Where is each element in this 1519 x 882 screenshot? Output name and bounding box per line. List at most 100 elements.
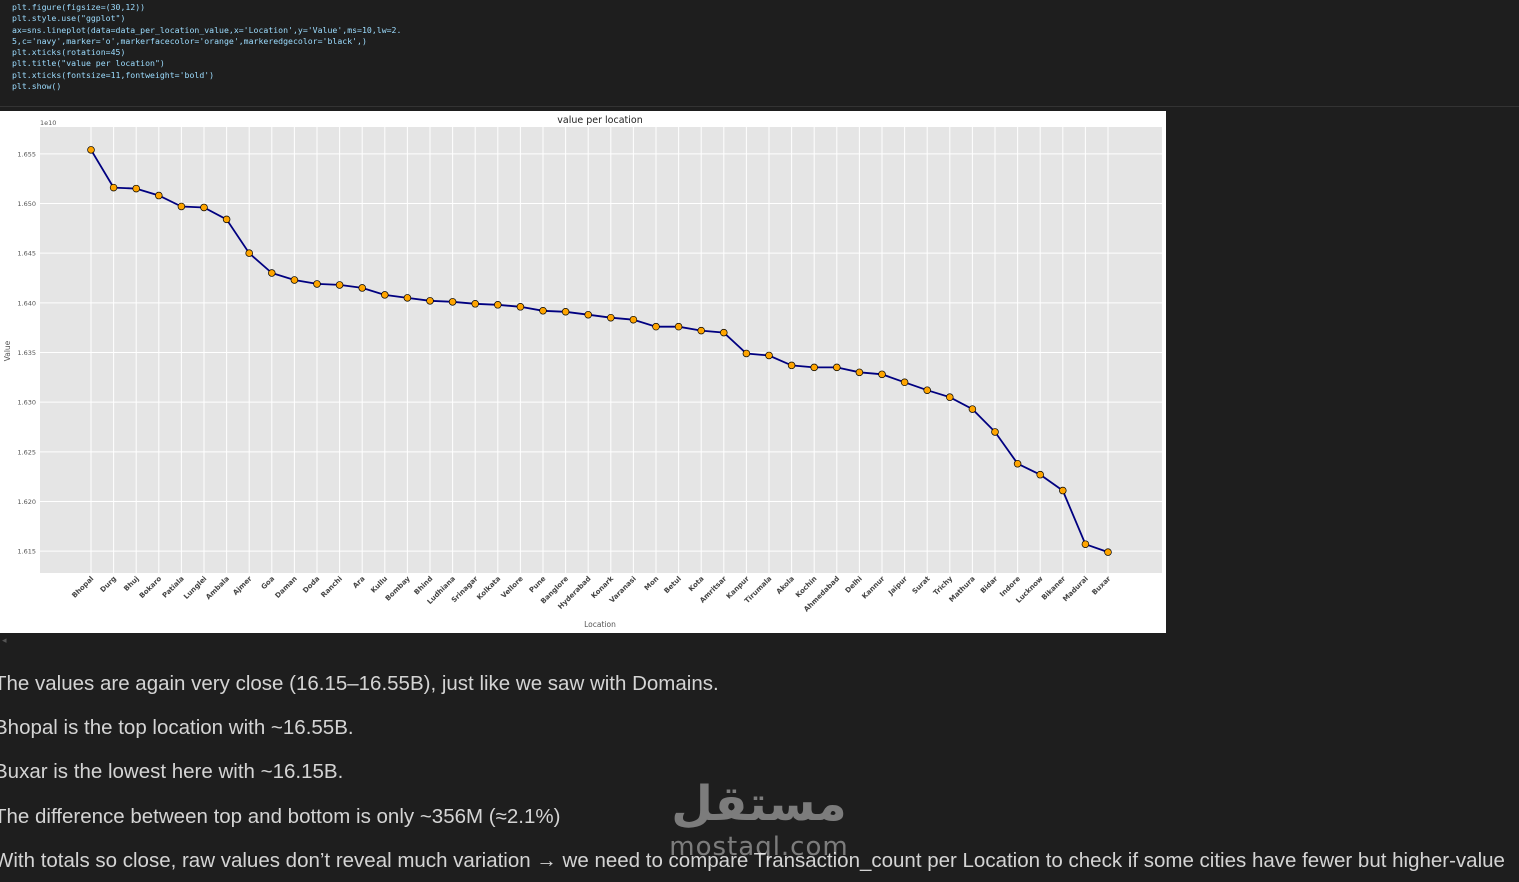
y-tick-label: 1.630 <box>17 399 36 407</box>
y-tick-label: 1.650 <box>17 200 36 208</box>
data-point <box>1081 540 1090 548</box>
y-tick-label: 1.615 <box>17 548 36 556</box>
data-point <box>335 281 344 289</box>
x-tick-label: Kullu <box>369 575 389 595</box>
data-point <box>629 315 638 324</box>
x-tick-label: Akola <box>775 575 796 596</box>
x-tick-label: Bhuj <box>122 575 140 593</box>
scroll-left-arrow[interactable]: ◂ <box>2 636 7 646</box>
grid-lines <box>40 127 1162 573</box>
chart-title: value per location <box>557 115 642 126</box>
note-line: The difference between top and bottom is… <box>0 805 561 828</box>
data-point <box>810 363 818 372</box>
x-tick-label: Durg <box>99 575 118 594</box>
data-point <box>132 184 140 193</box>
data-point <box>245 249 253 257</box>
code-line: 5,c='navy',marker='o',markerfacecolor='o… <box>12 35 367 46</box>
data-point <box>313 280 321 288</box>
y-tick-label: 1.635 <box>17 349 36 357</box>
data-point <box>109 183 118 192</box>
data-point <box>720 328 728 337</box>
x-tick-label: Goa <box>260 575 277 592</box>
x-tick-label: Doda <box>301 575 321 595</box>
data-point <box>968 405 977 413</box>
code-line: plt.xticks(rotation=45) <box>12 47 126 58</box>
data-point <box>290 276 299 284</box>
data-point <box>923 386 931 394</box>
note-line: With totals so close, raw values don’t r… <box>0 849 1505 872</box>
data-point <box>674 322 683 331</box>
watermark-logo: مستقل mostaql.com <box>666 776 852 866</box>
plot-panel <box>40 127 1162 573</box>
series-line <box>90 149 1109 553</box>
y-tick-label: 1.655 <box>17 150 36 158</box>
data-point <box>833 363 841 372</box>
data-point <box>448 298 457 306</box>
data-point <box>855 368 864 377</box>
data-point <box>900 378 909 387</box>
data-point <box>991 428 999 436</box>
x-tick-label: Ara <box>351 575 366 590</box>
code-line: plt.title("value per location") <box>12 58 165 69</box>
code-line: plt.style.use("ggplot") <box>12 13 126 24</box>
x-tick-label: Buxar <box>1090 574 1112 596</box>
data-point <box>426 297 434 305</box>
data-point <box>87 146 95 154</box>
x-tick-label: Kolkata <box>475 575 502 602</box>
x-tick-label: Betul <box>663 575 683 595</box>
x-tick-label: Daman <box>274 575 299 600</box>
data-point <box>765 351 773 360</box>
data-point <box>358 284 366 292</box>
code-line: plt.figure(figsize=(30,12)) <box>12 2 146 12</box>
data-point <box>155 191 163 200</box>
data-point <box>1059 486 1067 495</box>
code-editor[interactable]: plt.figure(figsize=(30,12)) plt.style.use… <box>12 2 401 92</box>
x-tick-label: Ajmer <box>231 574 254 597</box>
data-point <box>1036 470 1044 479</box>
x-tick-label: Bhopal <box>70 575 95 600</box>
x-tick-label: Vellore <box>500 575 525 600</box>
note-line: Bhopal is the top location with ~16.55B. <box>0 716 354 739</box>
data-point <box>494 301 502 309</box>
data-point <box>878 370 886 379</box>
data-point <box>561 308 570 316</box>
data-point <box>946 393 954 401</box>
data-point <box>652 322 660 331</box>
code-line: ax=sns.lineplot(data=data_per_location_v… <box>12 24 402 35</box>
code-line: plt.show() <box>12 81 62 92</box>
note-line: Buxar is the lowest here with ~16.15B. <box>0 760 344 783</box>
y-tick-label: 1.620 <box>17 498 36 506</box>
x-tick-label: Pune <box>528 575 548 595</box>
data-point <box>1104 548 1112 556</box>
x-tick-label: Bokaro <box>138 575 163 600</box>
code-line: plt.xticks(fontsize=11,fontweight='bold'… <box>12 69 215 80</box>
note-line: The values are again very close (16.15–1… <box>0 672 719 695</box>
x-tick-label: Mon <box>643 575 661 593</box>
x-tick-label: Surat <box>911 574 932 595</box>
data-point <box>607 313 615 322</box>
y-offset-label: 1e10 <box>40 119 56 127</box>
watermark-latin: mostaql.com <box>669 832 849 862</box>
x-tick-label: Delhi <box>844 575 864 595</box>
data-point <box>697 326 705 335</box>
x-tick-label: Kannur <box>861 574 887 600</box>
data-point <box>200 203 208 212</box>
x-tick-label: Jaipur <box>886 574 909 597</box>
y-tick-label: 1.640 <box>17 299 36 307</box>
data-point <box>403 294 412 302</box>
line-chart: 1.615 1.620 1.625 1.630 1.635 1.640 1.645 1.650… <box>3 115 1162 629</box>
x-axis-label: Location <box>584 620 616 629</box>
data-point <box>516 303 525 311</box>
data-point <box>381 291 389 299</box>
code-cell[interactable]: plt.figure(figsize=(30,12)) plt.style.use… <box>0 0 1519 104</box>
y-tick-label: 1.625 <box>17 448 36 456</box>
data-point <box>177 202 186 211</box>
x-tick-label: Ambala <box>204 575 231 602</box>
data-markers <box>87 146 1112 556</box>
data-point <box>787 361 796 370</box>
data-point <box>539 307 547 315</box>
x-tick-label: Bhind <box>413 575 435 597</box>
x-tick-label: Bombay <box>384 574 412 602</box>
data-point <box>222 215 231 224</box>
data-point <box>268 269 276 277</box>
